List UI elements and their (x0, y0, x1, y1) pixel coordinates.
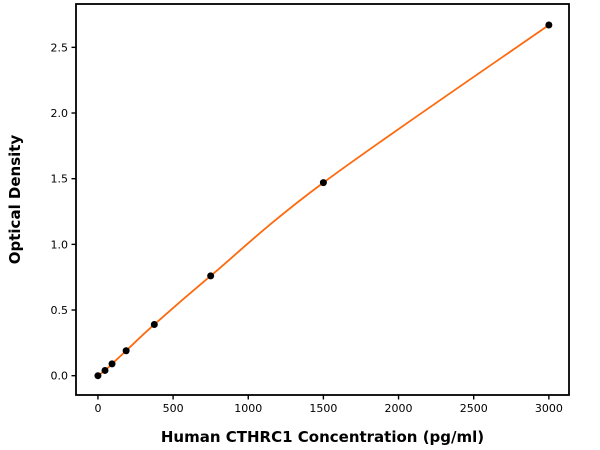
y-tick-label: 0.5 (51, 304, 69, 317)
y-axis-ticks: 0.0 0.5 1.0 1.5 2.0 2.5 (51, 41, 76, 383)
data-point-marker (207, 272, 215, 280)
data-point-marker (122, 347, 130, 355)
x-tick-label: 2500 (460, 402, 488, 415)
y-tick-label: 2.5 (51, 41, 69, 54)
y-tick-label: 1.0 (51, 238, 69, 251)
data-point-marker (319, 179, 327, 187)
data-point-marker (108, 360, 116, 368)
plot-background (76, 4, 569, 395)
data-point-marker (94, 372, 102, 380)
x-tick-label: 1500 (309, 402, 337, 415)
data-point-marker (150, 320, 158, 328)
y-tick-label: 0.0 (51, 370, 69, 383)
x-tick-label: 2000 (385, 402, 413, 415)
x-tick-label: 500 (163, 402, 184, 415)
y-axis-label: Optical Density (6, 135, 24, 265)
y-tick-label: 1.5 (51, 173, 69, 186)
x-tick-label: 1000 (234, 402, 262, 415)
x-axis-ticks: 0 500 1000 1500 2000 2500 3000 (94, 395, 563, 415)
x-tick-label: 0 (94, 402, 101, 415)
data-point-marker (545, 21, 553, 29)
y-tick-label: 2.0 (51, 107, 69, 120)
x-axis-label: Human CTHRC1 Concentration (pg/ml) (161, 428, 484, 446)
plot-frame (75, 3, 570, 396)
x-tick-label: 3000 (535, 402, 563, 415)
data-points (94, 21, 553, 380)
data-point-marker (101, 366, 109, 374)
